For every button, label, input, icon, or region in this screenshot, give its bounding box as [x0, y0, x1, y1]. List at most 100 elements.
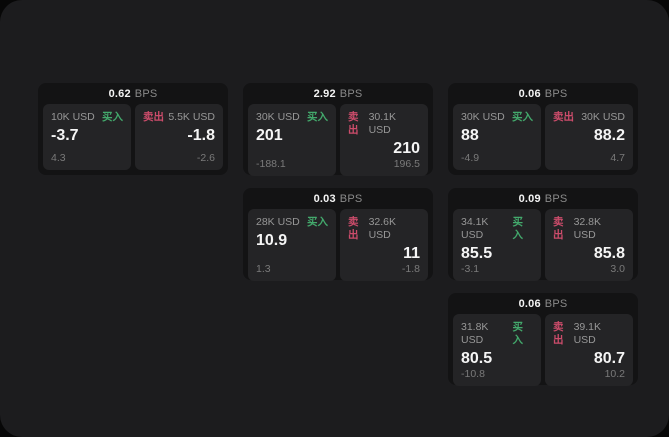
buy-label-row: 30K USD 买入	[461, 111, 533, 124]
sell-size-label: 32.8K USD	[573, 216, 602, 241]
sell-label-row: 卖出 5.5K USD	[143, 111, 215, 124]
sell-skew: 196.5	[393, 158, 420, 170]
sell-label-row: 卖出 30K USD	[553, 111, 625, 124]
buy-side-label: 买入	[512, 321, 523, 346]
bps-spread-value: 2.92	[313, 87, 336, 100]
buy-skew: -4.9	[461, 152, 480, 164]
buy-skew: -10.8	[461, 368, 485, 380]
quote-card: 0.06 BPS 31.8K USD 买入 80.5 -10.8 卖出 39.1…	[448, 293, 638, 386]
quote-card-body: 31.8K USD 买入 80.5 -10.8 卖出 39.1K USD 80.…	[453, 314, 633, 386]
sell-label-row: 卖出 32.6K USD	[348, 216, 420, 242]
bps-spread-header: 0.06 BPS	[453, 293, 633, 314]
sell-size-label: 39.1K USD	[573, 321, 602, 346]
sell-skew: -1.8	[401, 263, 420, 275]
buy-side-label: 买入	[307, 111, 328, 123]
sell-quote-panel[interactable]: 卖出 5.5K USD -1.8 -2.6	[135, 104, 223, 170]
sell-quote-panel[interactable]: 卖出 32.8K USD 85.8 3.0	[545, 209, 633, 281]
bps-unit-label: BPS	[339, 192, 363, 205]
buy-label-row: 31.8K USD 买入	[461, 321, 533, 347]
quote-card: 0.62 BPS 10K USD 买入 -3.7 4.3 卖出 5.5K USD	[38, 83, 228, 175]
buy-size-label: 10K USD	[51, 111, 95, 123]
bps-unit-label: BPS	[544, 87, 568, 100]
buy-quote-panel[interactable]: 31.8K USD 买入 80.5 -10.8	[453, 314, 541, 386]
sell-quote-panel[interactable]: 卖出 30K USD 88.2 4.7	[545, 104, 633, 170]
sell-price: 85.8	[593, 245, 625, 262]
buy-side-label: 买入	[307, 216, 328, 228]
sell-quote-panel[interactable]: 卖出 32.6K USD 11 -1.8	[340, 209, 428, 281]
sell-skew: -2.6	[196, 152, 215, 164]
sell-skew: 4.7	[610, 152, 625, 164]
sell-side-label: 卖出	[553, 216, 564, 241]
sell-price: 88.2	[593, 127, 625, 144]
sell-side-label: 卖出	[348, 111, 359, 136]
quote-card-body: 28K USD 买入 10.9 1.3 卖出 32.6K USD 11 -1.8	[248, 209, 428, 281]
sell-quote-panel[interactable]: 卖出 39.1K USD 80.7 10.2	[545, 314, 633, 386]
buy-quote-panel[interactable]: 10K USD 买入 -3.7 4.3	[43, 104, 131, 170]
sell-side-label: 卖出	[553, 321, 564, 346]
buy-price: 80.5	[461, 350, 493, 367]
buy-skew: -3.1	[461, 263, 480, 275]
buy-price: -3.7	[51, 127, 79, 144]
quote-card: 0.09 BPS 34.1K USD 买入 85.5 -3.1 卖出 32.8K…	[448, 188, 638, 281]
buy-price: 10.9	[256, 232, 288, 249]
buy-side-label: 买入	[102, 111, 123, 123]
quote-card-grid: 0.62 BPS 10K USD 买入 -3.7 4.3 卖出 5.5K USD	[38, 83, 638, 386]
buy-skew: -188.1	[256, 158, 286, 170]
sell-price: 11	[403, 245, 420, 262]
bps-spread-value: 0.03	[313, 192, 336, 205]
buy-label-row: 28K USD 买入	[256, 216, 328, 229]
quote-card: 0.03 BPS 28K USD 买入 10.9 1.3 卖出 32.6K US…	[243, 188, 433, 281]
buy-size-label: 34.1K USD	[461, 216, 489, 241]
buy-label-row: 34.1K USD 买入	[461, 216, 533, 242]
sell-skew: 10.2	[604, 368, 625, 380]
sell-quote-panel[interactable]: 卖出 30.1K USD 210 196.5	[340, 104, 428, 176]
buy-quote-panel[interactable]: 28K USD 买入 10.9 1.3	[248, 209, 336, 281]
buy-quote-panel[interactable]: 30K USD 买入 201 -188.1	[248, 104, 336, 176]
sell-skew: 3.0	[610, 263, 625, 275]
bps-unit-label: BPS	[339, 87, 363, 100]
buy-skew: 4.3	[51, 152, 66, 164]
buy-skew: 1.3	[256, 263, 271, 275]
bps-spread-value: 0.09	[518, 192, 541, 205]
buy-quote-panel[interactable]: 30K USD 买入 88 -4.9	[453, 104, 541, 170]
bps-spread-header: 0.03 BPS	[248, 188, 428, 209]
quote-card-body: 34.1K USD 买入 85.5 -3.1 卖出 32.8K USD 85.8…	[453, 209, 633, 281]
bps-spread-header: 0.09 BPS	[453, 188, 633, 209]
sell-size-label: 5.5K USD	[168, 111, 215, 123]
sell-size-label: 30K USD	[581, 111, 625, 123]
sell-price: -1.8	[187, 127, 215, 144]
buy-price: 88	[461, 127, 479, 144]
quote-card-body: 30K USD 买入 201 -188.1 卖出 30.1K USD 210 1…	[248, 104, 428, 176]
buy-size-label: 31.8K USD	[461, 321, 489, 346]
bps-spread-header: 0.06 BPS	[453, 83, 633, 104]
sell-side-label: 卖出	[143, 111, 164, 123]
buy-label-row: 30K USD 买入	[256, 111, 328, 124]
quote-card-body: 10K USD 买入 -3.7 4.3 卖出 5.5K USD -1.8 -2.…	[43, 104, 223, 170]
buy-size-label: 28K USD	[256, 216, 300, 228]
buy-quote-panel[interactable]: 34.1K USD 买入 85.5 -3.1	[453, 209, 541, 281]
sell-size-label: 30.1K USD	[368, 111, 397, 136]
buy-size-label: 30K USD	[256, 111, 300, 123]
quote-card-body: 30K USD 买入 88 -4.9 卖出 30K USD 88.2 4.7	[453, 104, 633, 170]
quote-card: 0.06 BPS 30K USD 买入 88 -4.9 卖出 30K USD	[448, 83, 638, 175]
bps-unit-label: BPS	[134, 87, 158, 100]
sell-label-row: 卖出 32.8K USD	[553, 216, 625, 242]
bps-spread-value: 0.62	[108, 87, 131, 100]
sell-price: 80.7	[593, 350, 625, 367]
sell-side-label: 卖出	[348, 216, 359, 241]
quote-card: 2.92 BPS 30K USD 买入 201 -188.1 卖出 30.1K …	[243, 83, 433, 176]
bps-unit-label: BPS	[544, 297, 568, 310]
sell-side-label: 卖出	[553, 111, 574, 123]
buy-side-label: 买入	[512, 216, 523, 241]
bps-spread-header: 0.62 BPS	[43, 83, 223, 104]
bps-spread-value: 0.06	[518, 297, 541, 310]
bps-spread-header: 2.92 BPS	[248, 83, 428, 104]
buy-size-label: 30K USD	[461, 111, 505, 123]
sell-size-label: 32.6K USD	[368, 216, 397, 241]
sell-price: 210	[393, 140, 420, 157]
buy-side-label: 买入	[512, 111, 533, 123]
sell-label-row: 卖出 30.1K USD	[348, 111, 420, 137]
buy-label-row: 10K USD 买入	[51, 111, 123, 124]
buy-price: 85.5	[461, 245, 493, 262]
buy-price: 201	[256, 127, 283, 144]
